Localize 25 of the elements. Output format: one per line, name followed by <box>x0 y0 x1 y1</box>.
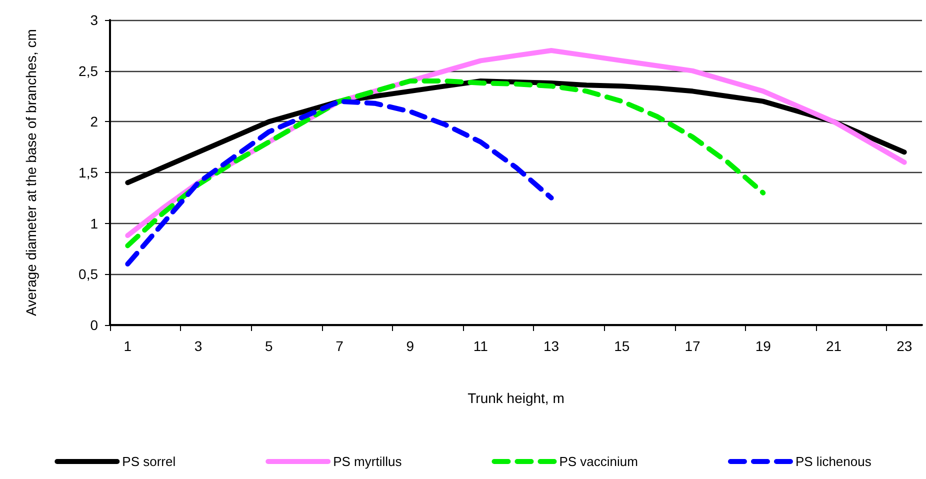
y-tick-label: 2 <box>90 114 98 130</box>
y-axis-title: Average diameter at the base of branches, cm <box>23 29 39 316</box>
x-tick-label: 19 <box>755 338 772 354</box>
legend-label: PS lichenous <box>795 454 872 469</box>
x-tick-label: 5 <box>264 338 273 354</box>
x-tick-label: 17 <box>684 338 701 354</box>
legend-label: PS vaccinium <box>559 454 638 469</box>
x-tick-label: 21 <box>826 338 842 354</box>
y-tick-label: 0 <box>90 317 98 333</box>
y-tick-label: 3 <box>90 12 98 28</box>
x-tick-label: 15 <box>614 338 630 354</box>
x-tick-label: 7 <box>336 338 344 354</box>
x-tick-label: 9 <box>406 338 414 354</box>
legend-label: PS myrtillus <box>333 454 402 469</box>
y-tick-label: 2,5 <box>78 62 98 79</box>
legend-label: PS sorrel <box>122 454 176 469</box>
y-tick-label: 1,5 <box>78 164 98 180</box>
x-tick-label: 1 <box>124 338 132 354</box>
x-tick-label: 11 <box>473 338 488 354</box>
x-tick-label: 23 <box>896 338 912 354</box>
x-tick-label: 3 <box>194 338 202 354</box>
x-tick-label: 13 <box>544 338 560 354</box>
x-axis-title: Trunk height, m <box>468 390 564 406</box>
y-tick-label: 0,5 <box>78 266 98 282</box>
y-tick-label: 1 <box>90 215 98 232</box>
